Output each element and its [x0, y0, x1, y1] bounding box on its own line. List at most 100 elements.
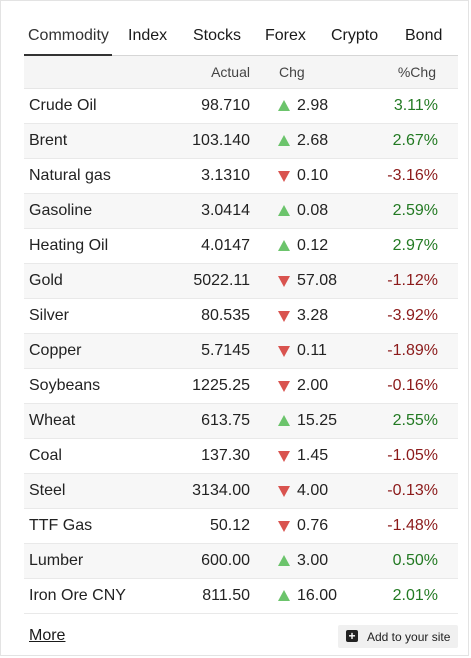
actual-value: 811.50 — [202, 587, 250, 604]
change-value: 3.28 — [297, 307, 329, 324]
table-row[interactable]: Silver 80.535 3.28 -3.92% — [24, 299, 458, 334]
triangle-down-icon — [278, 276, 290, 287]
commodity-name[interactable]: Crude Oil — [29, 97, 97, 114]
commodity-name[interactable]: Gasoline — [29, 202, 93, 219]
active-tab-indicator — [24, 54, 112, 56]
commodity-name[interactable]: Copper — [29, 342, 82, 359]
triangle-down-icon — [278, 311, 290, 322]
change-value: 15.25 — [297, 412, 338, 429]
market-tabs: Commodity Index Stocks Forex Crypto Bond — [24, 22, 458, 56]
commodity-table: Actual Chg %Chg Crude Oil 98.710 2.98 3.11%… — [24, 56, 458, 614]
tab-index[interactable]: Index — [128, 27, 168, 44]
percent-change-value: 2.67% — [392, 132, 438, 149]
change-value: 2.68 — [297, 132, 329, 149]
commodity-name[interactable]: TTF Gas — [29, 517, 93, 534]
percent-change-value: -1.89% — [387, 342, 438, 359]
percent-change-value: -1.12% — [387, 272, 438, 289]
triangle-up-icon — [278, 100, 290, 111]
table-row[interactable]: Copper 5.7145 0.11 -1.89% — [24, 334, 458, 369]
triangle-down-icon — [278, 451, 290, 462]
triangle-up-icon — [278, 135, 290, 146]
commodity-name[interactable]: Iron Ore CNY — [29, 587, 126, 604]
header-actual: Actual — [211, 64, 250, 80]
table-row[interactable]: Wheat 613.75 15.25 2.55% — [24, 404, 458, 439]
tab-stocks[interactable]: Stocks — [193, 27, 242, 44]
triangle-up-icon — [278, 205, 290, 216]
actual-value: 50.12 — [209, 517, 250, 534]
table-row[interactable]: TTF Gas 50.12 0.76 -1.48% — [24, 509, 458, 544]
triangle-down-icon — [278, 486, 290, 497]
commodity-name[interactable]: Lumber — [29, 552, 84, 569]
add-to-site-button[interactable]: + Add to your site — [338, 625, 458, 648]
table-row[interactable]: Coal 137.30 1.45 -1.05% — [24, 439, 458, 474]
actual-value: 98.710 — [201, 97, 250, 114]
table-row[interactable]: Iron Ore CNY 811.50 16.00 2.01% — [24, 579, 458, 614]
commodity-name[interactable]: Heating Oil — [29, 237, 109, 254]
table-row[interactable]: Soybeans 1225.25 2.00 -0.16% — [24, 369, 458, 404]
percent-change-value: -0.13% — [387, 482, 438, 499]
table-row[interactable]: Natural gas 3.1310 0.10 -3.16% — [24, 159, 458, 194]
percent-change-value: -1.05% — [387, 447, 438, 464]
tab-bond[interactable]: Bond — [405, 27, 443, 44]
actual-value: 1225.25 — [192, 377, 250, 394]
percent-change-value: -3.92% — [387, 307, 438, 324]
percent-change-value: 3.11% — [393, 97, 438, 114]
commodity-name[interactable]: Gold — [29, 272, 63, 289]
commodity-name[interactable]: Wheat — [29, 412, 76, 429]
percent-change-value: 2.01% — [392, 587, 438, 604]
change-value: 3.00 — [297, 552, 329, 569]
table-body: Crude Oil 98.710 2.98 3.11% Brent 103.140 2.68… — [24, 89, 458, 614]
actual-value: 600.00 — [201, 552, 250, 569]
change-value: 0.76 — [297, 517, 329, 534]
percent-change-value: -3.16% — [387, 167, 438, 184]
more-link[interactable]: More — [29, 627, 66, 644]
tab-commodity[interactable]: Commodity — [28, 27, 109, 44]
actual-value: 3.0414 — [201, 202, 250, 219]
actual-value: 3134.00 — [192, 482, 250, 499]
change-value: 2.00 — [297, 377, 329, 394]
change-value: 0.11 — [297, 342, 327, 359]
plus-square-icon: + — [346, 630, 358, 642]
triangle-up-icon — [278, 590, 290, 601]
commodity-name[interactable]: Silver — [29, 307, 70, 324]
header-pct: %Chg — [397, 64, 436, 80]
tab-crypto[interactable]: Crypto — [331, 27, 379, 44]
triangle-down-icon — [278, 381, 290, 392]
table-row[interactable]: Steel 3134.00 4.00 -0.13% — [24, 474, 458, 509]
actual-value: 3.1310 — [201, 167, 250, 184]
table-row[interactable]: Gasoline 3.0414 0.08 2.59% — [24, 194, 458, 229]
table-row[interactable]: Gold 5022.11 57.08 -1.12% — [24, 264, 458, 299]
triangle-down-icon — [278, 346, 290, 357]
actual-value: 5022.11 — [193, 272, 250, 289]
triangle-down-icon — [278, 521, 290, 532]
commodity-name[interactable]: Coal — [29, 447, 62, 464]
percent-change-value: 2.97% — [392, 237, 438, 254]
actual-value: 103.140 — [192, 132, 250, 149]
triangle-up-icon — [278, 415, 290, 426]
tab-forex[interactable]: Forex — [265, 27, 306, 44]
change-value: 4.00 — [297, 482, 329, 499]
percent-change-value: -1.48% — [387, 517, 438, 534]
change-value: 2.98 — [297, 97, 329, 114]
actual-value: 5.7145 — [201, 342, 250, 359]
change-value: 0.08 — [297, 202, 329, 219]
table-row[interactable]: Heating Oil 4.0147 0.12 2.97% — [24, 229, 458, 264]
add-to-site-label: Add to your site — [367, 630, 451, 644]
percent-change-value: -0.16% — [387, 377, 438, 394]
table-row[interactable]: Lumber 600.00 3.00 0.50% — [24, 544, 458, 579]
percent-change-value: 2.55% — [392, 412, 438, 429]
commodity-name[interactable]: Steel — [29, 482, 66, 499]
table-row[interactable]: Brent 103.140 2.68 2.67% — [24, 124, 458, 159]
actual-value: 80.535 — [201, 307, 250, 324]
table-header: Actual Chg %Chg — [24, 56, 458, 89]
header-chg: Chg — [279, 64, 305, 80]
commodity-name[interactable]: Brent — [29, 132, 68, 149]
table-row[interactable]: Crude Oil 98.710 2.98 3.11% — [24, 89, 458, 124]
percent-change-value: 2.59% — [392, 202, 438, 219]
commodity-name[interactable]: Natural gas — [29, 167, 111, 184]
actual-value: 613.75 — [201, 412, 250, 429]
change-value: 1.45 — [297, 447, 329, 464]
percent-change-value: 0.50% — [392, 552, 438, 569]
commodity-name[interactable]: Soybeans — [29, 377, 101, 394]
